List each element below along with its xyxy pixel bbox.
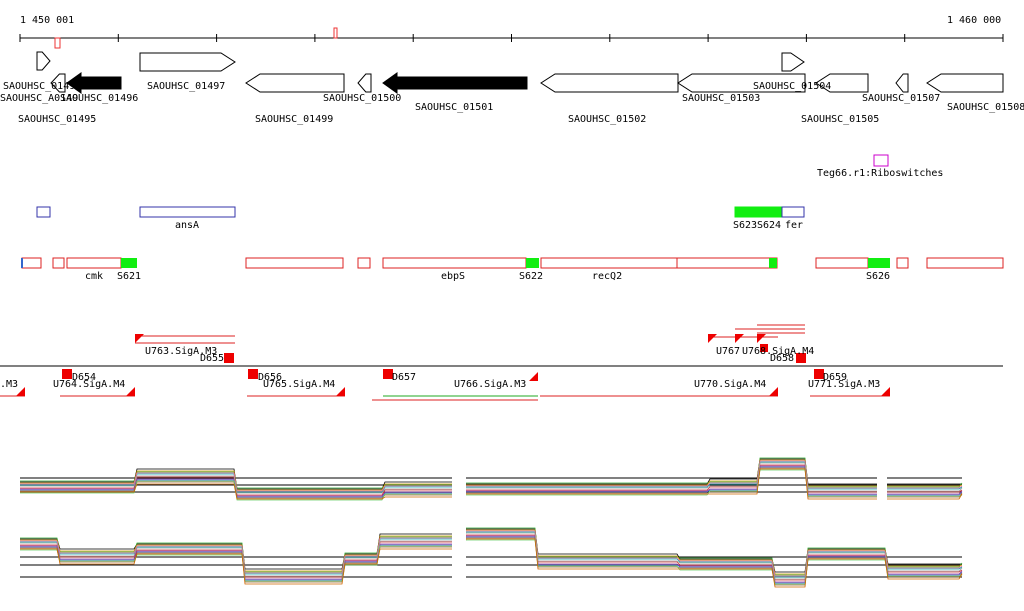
transcript-label: cmk bbox=[85, 271, 103, 282]
promoter-label: U767 bbox=[716, 346, 740, 357]
gene-arrow bbox=[895, 73, 909, 93]
transcript-peak bbox=[769, 258, 777, 268]
gene-arrow bbox=[357, 73, 372, 93]
gene-label: SAOUHSC_01507 bbox=[862, 93, 940, 104]
gene-label: SAOUHSC_01496 bbox=[60, 93, 138, 104]
trace-gap bbox=[452, 460, 466, 600]
promoter-label: D658 bbox=[770, 353, 794, 364]
tss-box bbox=[796, 353, 806, 363]
transcript-peak bbox=[121, 258, 137, 268]
tss-box bbox=[248, 369, 258, 379]
transcript-label: S621 bbox=[117, 271, 141, 282]
gene-label: SAOUHSC_01497 bbox=[147, 81, 225, 92]
tss-box bbox=[62, 369, 72, 379]
operon bbox=[36, 206, 51, 218]
gene-label: SAOUHSC_01500 bbox=[323, 93, 401, 104]
operon bbox=[734, 206, 783, 218]
gene-arrow bbox=[677, 73, 806, 93]
transcript bbox=[896, 257, 909, 269]
promoter-label: D657 bbox=[392, 372, 416, 383]
gene-label: SAOUHSC_01503 bbox=[682, 93, 760, 104]
gene-label: SAOUHSC_01495 bbox=[18, 114, 96, 125]
transcript-peak bbox=[868, 258, 890, 268]
operon-label: S623 bbox=[733, 220, 757, 231]
ruler-end: 1 460 000 bbox=[947, 15, 1001, 26]
promoter-label: D655 bbox=[200, 353, 224, 364]
promoter-label: U764.SigA.M4 bbox=[53, 379, 125, 390]
gene-label: SAOUHSC_01505 bbox=[801, 114, 879, 125]
gene-label: SAOUHSC_01502 bbox=[568, 114, 646, 125]
riboswitch bbox=[873, 154, 889, 167]
gene-arrow bbox=[139, 52, 236, 72]
transcript-peak bbox=[526, 258, 539, 268]
trace-gap bbox=[877, 460, 887, 520]
tss-box bbox=[224, 353, 234, 363]
gene-arrow bbox=[66, 72, 122, 94]
tss-box bbox=[814, 369, 824, 379]
tss-flag bbox=[757, 334, 766, 343]
tss-flag bbox=[336, 387, 345, 396]
ruler-marker bbox=[54, 37, 61, 49]
promoter-label: U765.SigA.M4 bbox=[263, 379, 335, 390]
transcript-edge bbox=[21, 258, 23, 268]
promoter-label: U770.SigA.M4 bbox=[694, 379, 766, 390]
gene-label: SAOUHSC_01508 bbox=[947, 102, 1024, 113]
transcript bbox=[382, 257, 527, 269]
transcript bbox=[676, 257, 778, 269]
tss-flag bbox=[126, 387, 135, 396]
gene-label: SAOUHSC_01499 bbox=[255, 114, 333, 125]
tss-box bbox=[383, 369, 393, 379]
tss-flag bbox=[769, 387, 778, 396]
promoter-label: .M3 bbox=[0, 379, 18, 390]
gene-arrow bbox=[36, 51, 51, 71]
gene-arrow bbox=[781, 52, 805, 72]
gene-arrow bbox=[245, 73, 345, 93]
promoter-label: U766.SigA.M3 bbox=[454, 379, 526, 390]
transcript-label: ebpS bbox=[441, 271, 465, 282]
transcript bbox=[815, 257, 869, 269]
transcript bbox=[21, 257, 42, 269]
tss-flag bbox=[881, 387, 890, 396]
transcript bbox=[357, 257, 371, 269]
transcript bbox=[926, 257, 1004, 269]
gene-label: SAOUHSC_01501 bbox=[415, 102, 493, 113]
gene-label: SAOUHSC_01504 bbox=[753, 81, 831, 92]
operon bbox=[139, 206, 236, 218]
gene-label: SAOUHSC_0149 bbox=[3, 81, 75, 92]
gene-arrow bbox=[50, 73, 66, 93]
gene-arrow bbox=[815, 73, 869, 93]
transcript-label: recQ2 bbox=[592, 271, 622, 282]
promoter-label: D659 bbox=[823, 372, 847, 383]
riboswitch-label: Teg66.r1:Riboswitches bbox=[817, 168, 943, 179]
transcript bbox=[66, 257, 122, 269]
gene-arrow bbox=[382, 72, 528, 94]
transcript bbox=[52, 257, 65, 269]
tss-flag bbox=[735, 334, 744, 343]
gene-arrow bbox=[926, 73, 1004, 93]
promoter-label: D654 bbox=[72, 372, 96, 383]
tss-box bbox=[760, 344, 768, 352]
transcript-label: S622 bbox=[519, 271, 543, 282]
transcript bbox=[245, 257, 344, 269]
tss-flag bbox=[708, 334, 717, 343]
operon-label: fer bbox=[785, 220, 803, 231]
transcript-label: S626 bbox=[866, 271, 890, 282]
operon-label: S624 bbox=[757, 220, 781, 231]
promoter-label: D656 bbox=[258, 372, 282, 383]
tss-flag bbox=[529, 372, 538, 381]
expression-trace bbox=[20, 528, 962, 573]
ruler-start: 1 450 001 bbox=[20, 15, 74, 26]
ruler-marker bbox=[333, 27, 338, 39]
tss-flag bbox=[135, 334, 144, 343]
operon-label: ansA bbox=[175, 220, 199, 231]
operon bbox=[781, 206, 805, 218]
promoter-label: U771.SigA.M3 bbox=[808, 379, 880, 390]
promoter-label: U768.SigA.M4 bbox=[742, 346, 814, 357]
tss-flag bbox=[16, 387, 25, 396]
promoter-label: U763.SigA.M3 bbox=[145, 346, 217, 357]
transcript bbox=[540, 257, 678, 269]
gene-arrow bbox=[540, 73, 679, 93]
gene-label: SAOUHSC_A0149 bbox=[0, 93, 78, 104]
